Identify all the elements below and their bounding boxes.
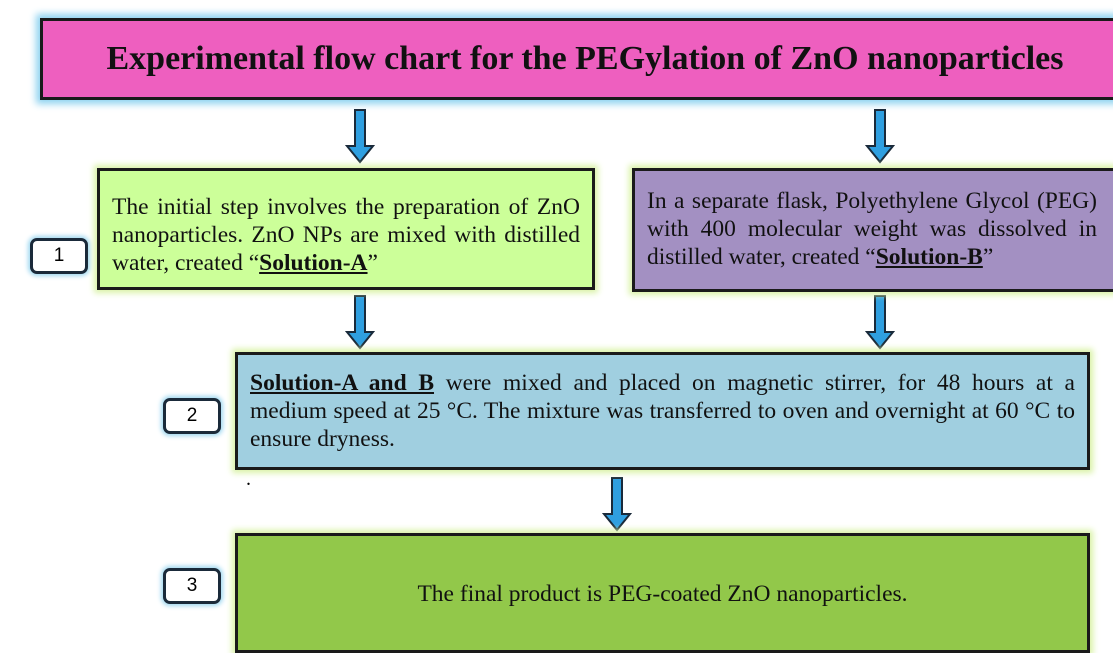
text: The final product is PEG-coated ZnO nano… [417, 581, 908, 607]
box-solution-a: The initial step involves the preparatio… [97, 168, 595, 290]
text: The initial step involves the preparatio… [112, 194, 580, 276]
highlight: Solution-A [259, 250, 368, 276]
step-number: 3 [163, 568, 221, 604]
step-number: 2 [163, 398, 221, 434]
arrow [866, 295, 894, 349]
text: In a separate flask, Polyethylene Glycol… [647, 188, 1097, 270]
title-box: Experimental flow chart for the PEGylati… [40, 18, 1113, 100]
arrow [866, 109, 894, 163]
box-solution-b: In a separate flask, Polyethylene Glycol… [632, 168, 1113, 292]
arrow [603, 477, 631, 531]
title: Experimental flow chart for the PEGylati… [106, 40, 1064, 77]
page: {"header": {"title": "Experimental flow … [30, 18, 1113, 653]
stray-mark: . [246, 468, 251, 490]
box-final: The final product is PEG-coated ZnO nano… [235, 533, 1090, 653]
arrow [346, 295, 374, 349]
step-number: 1 [30, 238, 88, 274]
text: ” [982, 244, 994, 270]
box-mixing: Solution-A and B were mixed and placed o… [235, 352, 1090, 470]
highlight: Solution-A and B [250, 370, 435, 396]
text: were mixed and placed on magnetic stirre… [250, 370, 1075, 452]
arrow [346, 109, 374, 163]
text: ” [367, 250, 378, 276]
highlight: Solution-B [875, 244, 983, 270]
